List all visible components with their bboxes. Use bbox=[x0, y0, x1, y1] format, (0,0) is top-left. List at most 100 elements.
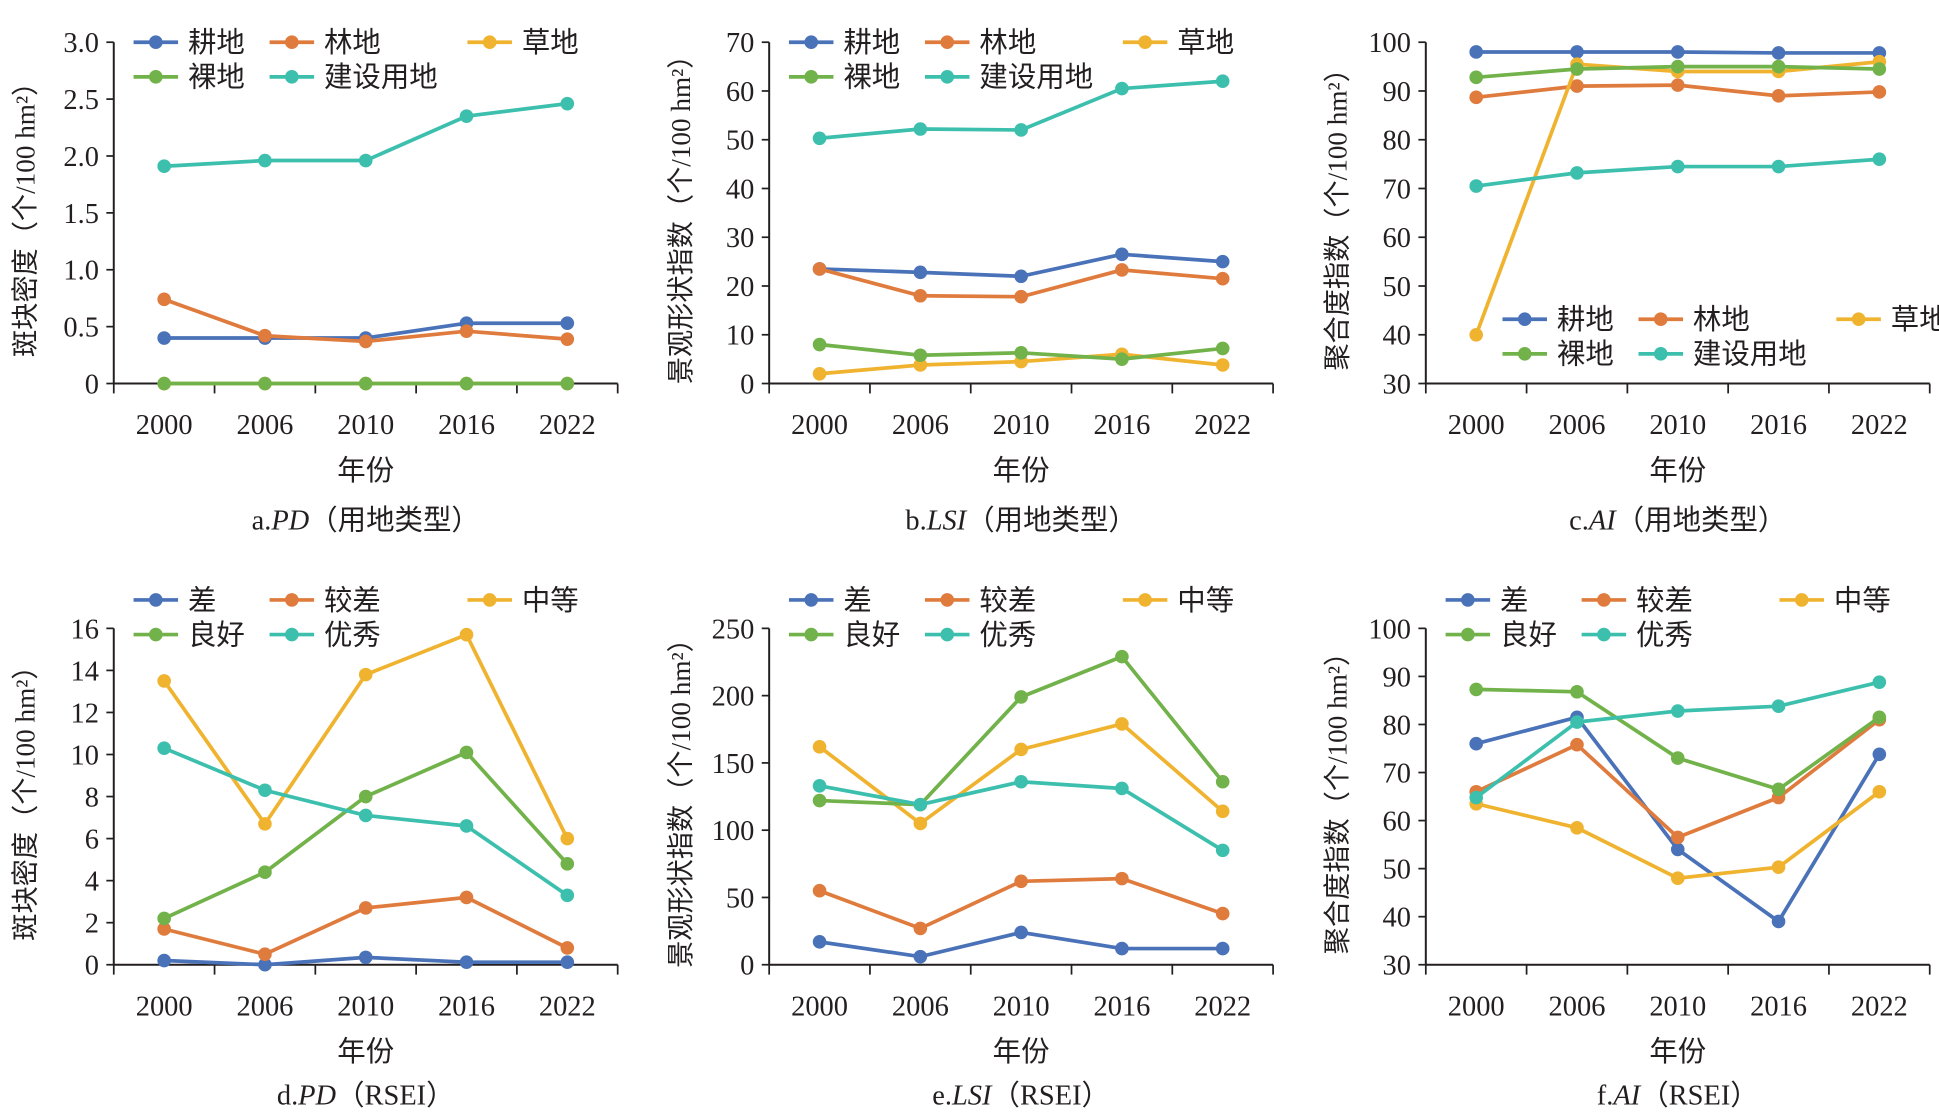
data-point bbox=[258, 328, 272, 343]
series-3 bbox=[157, 745, 575, 926]
y-tick-label: 30 bbox=[1383, 369, 1411, 400]
data-point bbox=[258, 957, 272, 972]
data-point bbox=[560, 316, 575, 331]
data-point bbox=[1115, 352, 1129, 366]
legend-marker bbox=[1461, 627, 1475, 642]
data-point bbox=[1771, 699, 1786, 714]
series-line bbox=[818, 721, 1224, 826]
legend-label: 耕地 bbox=[843, 27, 900, 59]
series-1 bbox=[812, 262, 1230, 304]
y-tick-label: 50 bbox=[1383, 855, 1411, 886]
legend-marker bbox=[285, 70, 299, 84]
data-point bbox=[358, 808, 373, 823]
data-point bbox=[1570, 79, 1584, 93]
title-prefix: a. bbox=[252, 505, 272, 536]
title-index: LSI bbox=[926, 505, 968, 536]
legend-item: 耕地 bbox=[788, 27, 900, 59]
chart-title: f.AI（RSEI） bbox=[1597, 1079, 1759, 1111]
data-point bbox=[1469, 179, 1484, 193]
x-tick-label: 2000 bbox=[136, 991, 193, 1022]
x-axis-label: 年份 bbox=[993, 1036, 1050, 1068]
legend-label: 草地 bbox=[1891, 304, 1939, 336]
data-point bbox=[1872, 747, 1887, 762]
legend-label: 优秀 bbox=[979, 619, 1036, 651]
data-point bbox=[157, 741, 171, 755]
data-point bbox=[1215, 843, 1230, 858]
x-tick-label: 2010 bbox=[337, 991, 394, 1022]
data-point bbox=[1670, 830, 1685, 845]
chart-f: 30 40 50 60 70 80 90 100 2000 2006 2010 2016 2022 年份 聚… bbox=[1323, 585, 1931, 1111]
data-point bbox=[913, 816, 928, 831]
legend-label: 建设用地 bbox=[324, 62, 438, 94]
data-point bbox=[1115, 649, 1129, 664]
legend-marker bbox=[804, 593, 819, 607]
legend-item: 裸地 bbox=[1502, 339, 1614, 371]
data-point bbox=[1215, 906, 1230, 921]
y-tick-label: 16 bbox=[70, 614, 98, 645]
data-point bbox=[560, 888, 575, 903]
x-tick-label: 2006 bbox=[892, 991, 949, 1022]
data-point bbox=[913, 949, 928, 964]
data-point bbox=[560, 857, 575, 871]
legend-marker bbox=[940, 593, 955, 607]
legend-item: 建设用地 bbox=[924, 62, 1093, 94]
y-tick-label: 4 bbox=[85, 867, 99, 898]
chart-title: c.AI（用地类型） bbox=[1569, 504, 1786, 536]
y-tick-label: 8 bbox=[85, 782, 99, 813]
series-3 bbox=[157, 376, 575, 391]
legend-label: 裸地 bbox=[188, 62, 245, 94]
data-point bbox=[258, 947, 272, 962]
data-point bbox=[258, 817, 272, 831]
legend-label: 林地 bbox=[1693, 304, 1750, 336]
title-suffix: （RSEI） bbox=[336, 1079, 454, 1111]
y-tick-label: 30 bbox=[726, 223, 754, 254]
data-point bbox=[1014, 346, 1028, 360]
legend-marker bbox=[1138, 35, 1152, 50]
series-1 bbox=[157, 292, 575, 349]
x-tick-label: 2010 bbox=[993, 410, 1050, 441]
legend-label: 草地 bbox=[1177, 27, 1234, 59]
y-axis-label: 聚合度指数（个/100 hm²） bbox=[1323, 55, 1353, 371]
x-tick-label: 2022 bbox=[539, 991, 596, 1022]
y-tick-label: 50 bbox=[1383, 272, 1411, 303]
legend-marker bbox=[804, 627, 819, 642]
legend-label: 林地 bbox=[979, 27, 1036, 59]
data-point bbox=[1115, 247, 1129, 262]
x-tick-label: 2006 bbox=[1549, 410, 1606, 441]
chart-title: a.PD（用地类型） bbox=[252, 504, 480, 536]
legend-item: 差 bbox=[1445, 585, 1528, 617]
data-point bbox=[358, 153, 373, 168]
chart-a: 0 0.5 1.0 1.5 2.0 2.5 3.0 2000 2006 2010 2016 2022 年… bbox=[11, 27, 619, 536]
legend-item: 建设用地 bbox=[1638, 339, 1807, 371]
data-point bbox=[459, 890, 474, 905]
x-tick-label: 2010 bbox=[993, 991, 1050, 1022]
title-index: PD bbox=[270, 505, 309, 536]
title-suffix: （RSEI） bbox=[1640, 1079, 1758, 1111]
data-point bbox=[1215, 254, 1230, 269]
legend-item: 裸地 bbox=[133, 62, 245, 94]
x-tick-label: 2016 bbox=[1093, 410, 1150, 441]
series-line bbox=[1474, 59, 1880, 336]
y-axis-label: 聚合度指数（个/100 hm²） bbox=[1323, 639, 1353, 955]
x-axis-label: 年份 bbox=[1649, 455, 1706, 487]
data-point bbox=[1115, 781, 1129, 796]
data-point bbox=[1670, 704, 1685, 718]
legend-label: 中等 bbox=[1834, 585, 1891, 617]
legend-item: 耕地 bbox=[133, 27, 245, 59]
data-point bbox=[1771, 46, 1786, 60]
data-point bbox=[1872, 85, 1887, 99]
data-point bbox=[812, 131, 827, 146]
data-point bbox=[1469, 45, 1484, 59]
data-point bbox=[157, 922, 171, 936]
data-point bbox=[157, 292, 171, 307]
y-tick-label: 0 bbox=[85, 369, 99, 400]
y-tick-label: 30 bbox=[1383, 951, 1411, 982]
legend-marker bbox=[1517, 347, 1532, 361]
legend-marker bbox=[285, 627, 299, 642]
data-point bbox=[560, 96, 575, 111]
x-tick-label: 2000 bbox=[136, 410, 193, 441]
x-tick-label: 2022 bbox=[1194, 991, 1251, 1022]
data-point bbox=[1570, 45, 1584, 59]
legend-item: 优秀 bbox=[1581, 619, 1693, 651]
